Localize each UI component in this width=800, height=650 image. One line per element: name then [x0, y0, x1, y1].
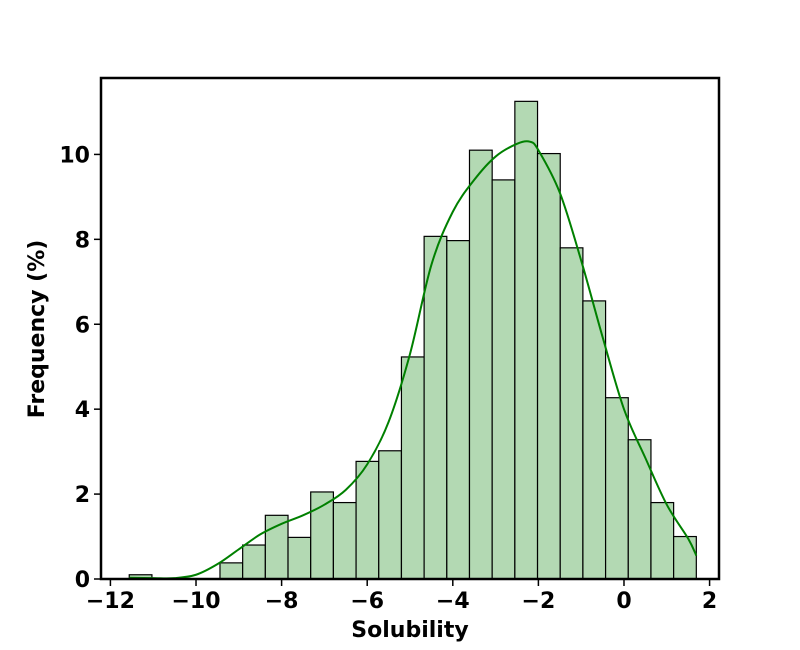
histogram-bar	[650, 501, 675, 580]
histogram-bar	[378, 450, 403, 580]
y-axis-ticks: 0 2 4 6 8 10	[59, 143, 101, 593]
x-tick-label: −10	[171, 589, 220, 614]
histogram-bar	[536, 152, 561, 580]
x-tick-label: 2	[702, 589, 717, 614]
histogram-bar	[491, 179, 516, 580]
y-tick-label: 2	[75, 483, 90, 508]
y-tick-label: 0	[75, 568, 90, 593]
histogram-bar	[332, 501, 357, 580]
histogram-bars	[128, 100, 697, 580]
histogram-bar	[355, 460, 380, 580]
histogram-bar	[242, 544, 266, 580]
kde-curve	[129, 140, 698, 580]
y-tick-label: 4	[75, 398, 90, 423]
x-axis-ticks: −12 −10 −8 −6 −4 −2 0 2	[86, 579, 717, 614]
x-tick-label: −2	[522, 589, 556, 614]
x-tick-label: −12	[86, 589, 135, 614]
histogram-bar	[287, 536, 312, 580]
histogram-bar	[559, 247, 584, 580]
histogram-bar	[423, 235, 448, 580]
x-tick-label: −4	[436, 589, 470, 614]
histogram-bar	[673, 535, 697, 580]
histogram-bar	[400, 356, 425, 580]
x-tick-label: 0	[616, 589, 631, 614]
histogram-bar	[446, 240, 471, 580]
y-tick-label: 8	[75, 228, 90, 253]
y-tick-label: 6	[75, 313, 90, 338]
y-tick-label: 10	[59, 143, 90, 168]
x-axis-label: Solubility	[351, 618, 468, 643]
histogram-bar	[264, 514, 289, 580]
x-tick-label: −6	[350, 589, 384, 614]
histogram-bar	[582, 300, 607, 580]
histogram-bar	[604, 397, 629, 580]
plot-frame	[99, 76, 721, 581]
y-axis-label: Frequency (%)	[25, 240, 50, 419]
histogram-bar	[468, 149, 493, 580]
histogram-bar	[514, 100, 539, 580]
x-tick-label: −8	[265, 589, 299, 614]
histogram-bar	[219, 562, 244, 580]
